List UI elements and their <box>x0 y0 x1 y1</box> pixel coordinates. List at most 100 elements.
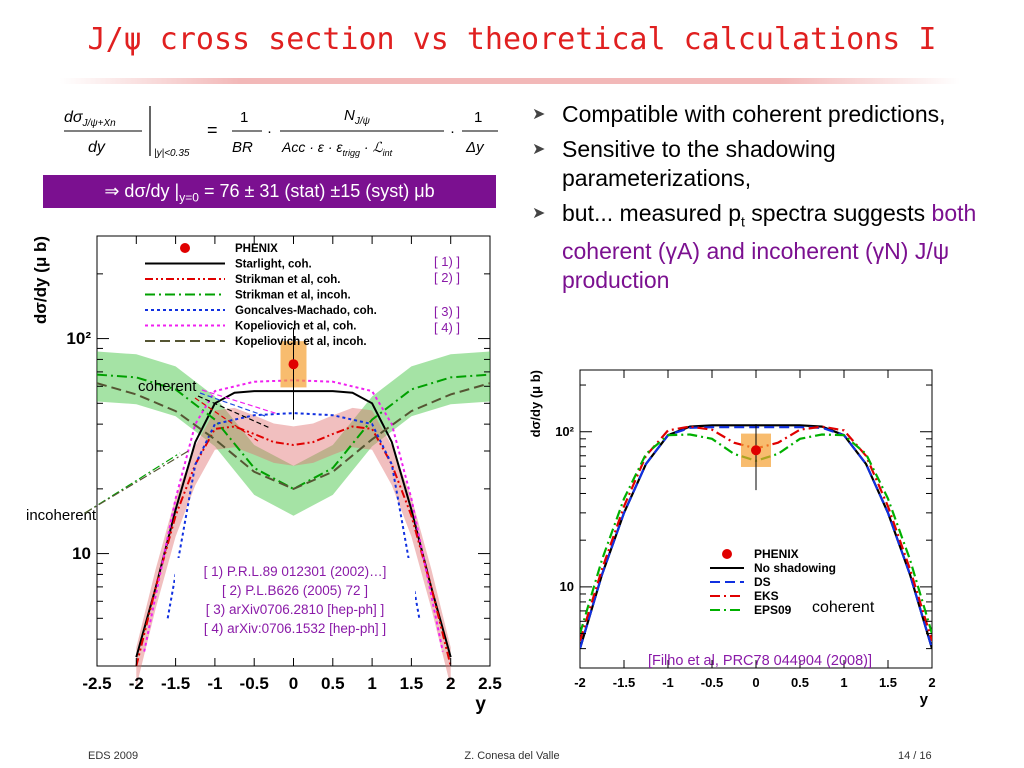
x-tick-label: 0 <box>752 675 759 690</box>
result-prefix: ⇒ dσ/dy | <box>104 181 180 201</box>
eq-lhs-num: dσJ/ψ+Xn <box>64 109 116 129</box>
bullet-arrow-icon: ➤ <box>532 106 546 123</box>
legend-label-eks: EKS <box>754 589 779 603</box>
title-underline <box>60 78 960 84</box>
bullet-text: but... measured p <box>562 200 741 226</box>
chart-left: -2.5 -2 -1.5 -1 -0.5 0 0.5 1 1.5 2 2.5 10 10² y dσ/dy … <box>26 235 502 715</box>
result-box: ⇒ dσ/dy |y=0 = 76 ± 31 (stat) ±15 (syst)… <box>43 175 496 208</box>
data-point-phenix <box>751 445 761 456</box>
eq-f2-num: NJ/ψ <box>344 107 371 127</box>
reference-text: [ 4) arXiv:0706.1532 [hep-ph] ] <box>204 621 386 636</box>
y-tick-label: 10 <box>560 579 574 594</box>
ref-tag: [ 4) ] <box>434 320 460 335</box>
x-tick-label: -1.5 <box>161 674 190 693</box>
legend-label-strikman-et-al-coh: Strikman et al, coh. <box>235 274 340 286</box>
series-strikman-et-al-incoh <box>97 373 490 491</box>
ref-tag: [ 3) ] <box>434 304 460 319</box>
eq-f3-den: Δy <box>465 139 485 156</box>
x-tick-label: 0.5 <box>791 675 809 690</box>
annotation-coherent: coherent <box>812 599 875 616</box>
x-tick-label: 1 <box>367 674 376 693</box>
legend-marker-phenix <box>180 243 190 253</box>
x-tick-label: -1 <box>207 674 222 693</box>
reference-text: [ 1) P.R.L.89 012301 (2002)…] <box>204 564 387 579</box>
legend-label-eps09: EPS09 <box>754 603 792 617</box>
legend-label-ds: DS <box>754 575 771 589</box>
x-tick-label: 1.5 <box>879 675 897 690</box>
bullet-item: ➤ but... measured pt spectra suggests bot… <box>520 199 1000 295</box>
x-tick-label: 0.5 <box>321 674 345 693</box>
cross-section-equation: dσJ/ψ+Xn dy |y|<0.35 = 1 BR · NJ/ψ Acc ·… <box>62 100 502 170</box>
chart-right: -2 -1.5 -1 -0.5 0 0.5 1 1.5 2 10 10² y dσ/dy (μ b) PH… <box>528 369 936 708</box>
series-strikman-et-al-coh <box>135 425 452 666</box>
x-tick-label: -0.5 <box>701 675 723 690</box>
bullet-text: Sensitive to the shadowing parameterizat… <box>562 136 836 191</box>
bullet-item: ➤ Compatible with coherent predictions, <box>520 100 1000 129</box>
legend-label-no-shadowing: No shadowing <box>754 561 836 575</box>
annotation-arrow <box>201 389 279 415</box>
x-tick-label: 0 <box>289 674 298 693</box>
y-axis-label: dσ/dy (μ b) <box>528 370 543 437</box>
y-tick-label: 10 <box>72 544 91 563</box>
eq-lhs-den: dy <box>88 139 106 156</box>
x-tick-label: 1 <box>840 675 847 690</box>
bullet-list: ➤ Compatible with coherent predictions, ➤… <box>520 100 1000 301</box>
x-tick-label: -0.5 <box>240 674 269 693</box>
equation-svg: dσJ/ψ+Xn dy |y|<0.35 = 1 BR · NJ/ψ Acc ·… <box>64 106 498 159</box>
legend-label-phenix: PHENIX <box>235 243 278 255</box>
series-kopeliovich-et-al-incoh <box>97 382 490 490</box>
eq-f1-num: 1 <box>240 109 248 126</box>
legend-label-kopeliovich-et-al-coh: Kopeliovich et al, coh. <box>235 321 356 333</box>
x-tick-label: -2 <box>129 674 144 693</box>
annotation-arrow <box>194 397 259 442</box>
series-goncalves-machado-coh <box>166 412 421 619</box>
legend-label-kopeliovich-et-al-incoh: Kopeliovich et al, incoh. <box>235 336 367 348</box>
plot-frame <box>579 369 933 669</box>
footer-right: 14 / 16 <box>898 750 932 762</box>
y-tick-label: 10² <box>66 329 91 348</box>
bullet-highlight: both coherent (γA) and incoherent (γN) J… <box>562 200 977 293</box>
y-tick-label: 10² <box>555 424 574 439</box>
x-tick-label: 2 <box>446 674 455 693</box>
footer-center: Z. Conesa del Valle <box>464 750 560 762</box>
x-tick-label: -2.5 <box>82 674 111 693</box>
result-suffix: = 76 ± 31 (stat) ±15 (syst) μb <box>198 181 435 201</box>
bullet-text: spectra suggests <box>744 200 932 226</box>
x-axis-label: y <box>920 691 929 708</box>
annotation-arrow <box>197 395 271 429</box>
data-point-phenix <box>288 359 299 370</box>
eq-f2-den: Acc · ε · εtrigg · ℒint <box>281 139 393 158</box>
eq-f1-den: BR <box>232 139 253 156</box>
y-axis-label: dσ/dy (μ b) <box>31 236 50 324</box>
result-sub: y=0 <box>179 190 199 205</box>
x-tick-label: -1.5 <box>613 675 635 690</box>
x-tick-label: 2.5 <box>478 674 502 693</box>
x-axis-label: y <box>475 694 486 715</box>
bullet-sub: t <box>741 213 745 230</box>
ref-tag: [ 2) ] <box>434 270 460 285</box>
reference-box <box>175 558 415 640</box>
eq-dot: · <box>267 123 272 140</box>
bullet-arrow-icon: ➤ <box>532 205 546 222</box>
reference-text: [ 2) P.L.B626 (2005) 72 ] <box>222 583 368 598</box>
legend-label-strikman-et-al-incoh: Strikman et al, incoh. <box>235 290 351 302</box>
band-strikman-et-al-coh <box>136 407 451 687</box>
reference-text: [Filho et al, PRC78 044904 (2008)] <box>648 653 872 669</box>
legend-label-starlight-coh: Starlight, coh. <box>235 259 312 271</box>
slide-title: J/ψ cross section vs theoretical calcula… <box>87 22 937 57</box>
eq-equals: = <box>207 120 218 140</box>
bullet-item: ➤ Sensitive to the shadowing parameteriza… <box>520 135 1000 193</box>
legend-label-goncalves-machado-coh: Goncalves-Machado, coh. <box>235 305 377 317</box>
bullet-arrow-icon: ➤ <box>532 141 546 158</box>
annotation-arrow <box>84 449 191 514</box>
ref-tag: [ 1) ] <box>434 254 460 269</box>
eq-dot: · <box>450 123 455 140</box>
x-tick-label: -1 <box>662 675 674 690</box>
eq-eval-at: |y|<0.35 <box>154 148 190 159</box>
legend-marker-phenix <box>722 549 732 559</box>
eq-f3-num: 1 <box>474 109 482 126</box>
legend-label-phenix: PHENIX <box>754 547 799 561</box>
x-tick-label: -2 <box>574 675 586 690</box>
x-tick-label: 1.5 <box>400 674 424 693</box>
